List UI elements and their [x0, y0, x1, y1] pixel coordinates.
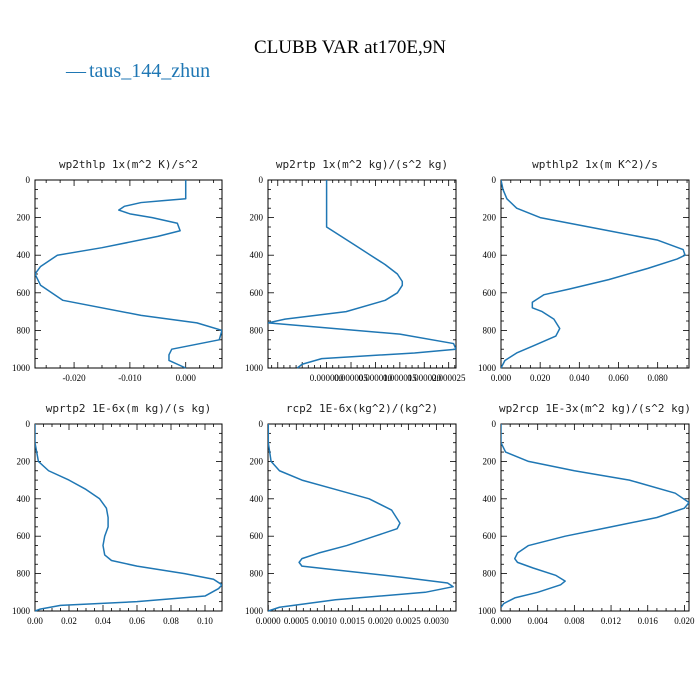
- y-tick-label: 0: [492, 175, 497, 185]
- y-tick-label: 0: [259, 419, 264, 429]
- x-tick-label: 0.012: [601, 616, 621, 626]
- legend-label: taus_144_zhun: [89, 60, 210, 82]
- axes-frame: [267, 423, 457, 612]
- subplot-title: wp2rcp 1E-3x(m^2 kg)/(s^2 kg): [499, 402, 691, 415]
- y-tick-label: 600: [483, 288, 497, 298]
- series-line: [268, 424, 454, 612]
- series-line: [35, 424, 222, 612]
- axes-frame: [500, 179, 690, 369]
- x-tick-label: 0.000025: [432, 373, 466, 383]
- x-tick-label: 0.000010: [359, 373, 393, 383]
- subplot-1: wp2thlp 1x(m^2 K)/s^2 0 200 400 600 800 1000 -0…: [12, 158, 223, 383]
- x-tick-label: 0.000005: [334, 373, 368, 383]
- y-tick-label: 1000: [12, 363, 31, 373]
- x-tick-label: 0.000000: [310, 373, 344, 383]
- y-tick-label: 0: [26, 419, 31, 429]
- y-tick-label: 800: [250, 325, 264, 335]
- y-tick-label: 400: [483, 250, 497, 260]
- y-tick-label: 200: [483, 213, 497, 223]
- y-tick-label: 400: [17, 494, 31, 504]
- x-tick-label: 0.02: [61, 616, 77, 626]
- subplot-4: wprtp2 1E-6x(m kg)/(s kg) 0 200 400 600 800 10…: [12, 402, 223, 626]
- x-tick-label: 0.016: [638, 616, 659, 626]
- x-tick-label: 0.06: [129, 616, 145, 626]
- x-tick-label: 0.0000: [256, 616, 281, 626]
- subplot-title: wp2rtp 1x(m^2 kg)/(s^2 kg): [276, 158, 448, 171]
- axes-frame: [34, 179, 223, 369]
- x-tick-label: 0.040: [569, 373, 590, 383]
- x-tick-label: 0.060: [608, 373, 629, 383]
- x-tick-label: 0.000015: [383, 373, 417, 383]
- subplot-title: wpthlp2 1x(m K^2)/s: [532, 158, 658, 171]
- x-tick-label: 0.0015: [340, 616, 365, 626]
- y-tick-label: 600: [250, 531, 264, 541]
- y-tick-label: 800: [17, 569, 31, 579]
- y-tick-label: 800: [483, 569, 497, 579]
- subplot-title: wprtp2 1E-6x(m kg)/(s kg): [46, 402, 212, 415]
- y-tick-label: 400: [250, 250, 264, 260]
- x-tick-label: 0.0010: [312, 616, 337, 626]
- x-tick-label: 0.020: [674, 616, 695, 626]
- y-tick-label: 600: [483, 531, 497, 541]
- y-tick-label: 200: [483, 456, 497, 466]
- y-tick-label: 200: [250, 456, 264, 466]
- y-tick-label: 1000: [478, 606, 497, 616]
- x-tick-label: 0.004: [528, 616, 549, 626]
- series-line: [268, 180, 456, 369]
- y-tick-label: 1000: [245, 363, 264, 373]
- y-tick-label: 1000: [12, 606, 31, 616]
- x-tick-label: 0.020: [530, 373, 551, 383]
- y-tick-label: 0: [492, 419, 497, 429]
- subplot-title: rcp2 1E-6x(kg^2)/(kg^2): [286, 402, 438, 415]
- y-tick-label: 600: [17, 288, 31, 298]
- x-tick-label: 0.000: [176, 373, 197, 383]
- x-tick-label: -0.010: [118, 373, 142, 383]
- y-tick-label: 1000: [245, 606, 264, 616]
- y-tick-label: 1000: [478, 363, 497, 373]
- x-tick-label: 0.000: [491, 616, 512, 626]
- x-tick-label: -0.020: [62, 373, 86, 383]
- x-tick-label: 0.00: [27, 616, 43, 626]
- y-tick-label: 600: [250, 288, 264, 298]
- legend-marker: —: [65, 60, 87, 82]
- x-tick-label: 0.10: [197, 616, 213, 626]
- series-line: [35, 180, 222, 369]
- y-tick-label: 0: [26, 175, 31, 185]
- x-tick-label: 0.000: [491, 373, 512, 383]
- y-tick-label: 0: [259, 175, 264, 185]
- axes-frame: [500, 423, 690, 612]
- x-tick-label: 0.080: [648, 373, 669, 383]
- axes-frame: [34, 423, 223, 612]
- subplot-5: rcp2 1E-6x(kg^2)/(kg^2) 0 200 400 600 800 1000…: [245, 402, 457, 626]
- y-tick-label: 200: [250, 213, 264, 223]
- x-tick-label: 0.0030: [424, 616, 449, 626]
- subplot-6: wp2rcp 1E-3x(m^2 kg)/(s^2 kg)0 200 400 600 8…: [478, 402, 695, 626]
- y-tick-label: 800: [17, 325, 31, 335]
- x-tick-label: 0.08: [163, 616, 179, 626]
- y-tick-label: 400: [17, 250, 31, 260]
- x-tick-label: 0.0005: [284, 616, 309, 626]
- y-tick-label: 600: [17, 531, 31, 541]
- legend: — taus_144_zhun: [65, 60, 210, 82]
- y-tick-label: 800: [250, 569, 264, 579]
- subplot-3: wpthlp2 1x(m K^2)/s 0 200 400 600 800 10000.00…: [478, 158, 690, 383]
- figure-title: CLUBB VAR at170E,9N: [254, 37, 446, 58]
- series-line: [501, 179, 686, 369]
- subplot-title: wp2thlp 1x(m^2 K)/s^2: [59, 158, 198, 171]
- subplot-2: wp2rtp 1x(m^2 kg)/(s^2 kg) 0 200 400 600 800 1…: [245, 158, 466, 383]
- x-tick-label: 0.000020: [407, 373, 441, 383]
- x-tick-label: 0.0025: [396, 616, 421, 626]
- y-tick-label: 200: [17, 213, 31, 223]
- y-tick-label: 400: [483, 494, 497, 504]
- y-tick-label: 800: [483, 325, 497, 335]
- subplot-grid: wp2thlp 1x(m^2 K)/s^2 0 200 400 600 800 1000 -0…: [12, 158, 695, 626]
- y-tick-label: 400: [250, 494, 264, 504]
- series-line: [501, 424, 689, 608]
- x-tick-label: 0.04: [95, 616, 111, 626]
- y-tick-label: 200: [17, 456, 31, 466]
- x-tick-label: 0.008: [564, 616, 585, 626]
- x-tick-label: 0.0020: [368, 616, 393, 626]
